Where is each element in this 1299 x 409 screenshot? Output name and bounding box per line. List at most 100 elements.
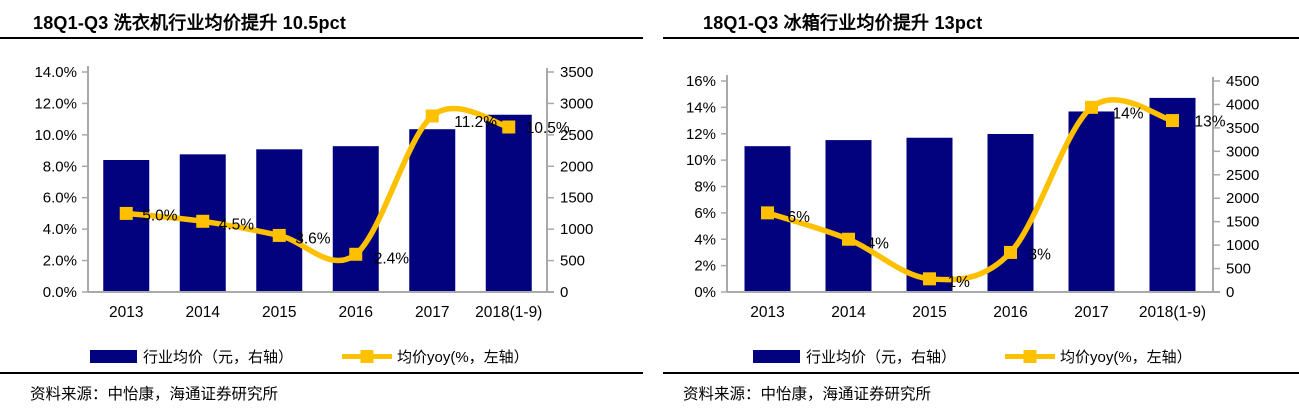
right-axis-tick-label: 500 [1226,261,1251,278]
line-marker-2014 [196,214,210,228]
line-marker-2016 [1004,245,1017,259]
right-axis-tick-label: 2000 [560,158,593,175]
bar-2016 [332,146,379,292]
line-marker-2015 [923,272,936,286]
left-axis-tick-label: 8.0% [43,158,77,175]
bar-2018(1-9) [485,114,532,292]
legend-bar-swatch [90,350,137,363]
x-axis-label-2018(1-9): 2018(1-9) [475,304,542,321]
x-axis-label-2014: 2014 [831,304,866,321]
left-axis-tick-label: 4.0% [43,221,77,238]
right-axis-tick-label: 3500 [560,64,593,81]
x-axis-label-2014: 2014 [186,304,221,321]
figure-refrigerator: 18Q1-Q3 冰箱行业均价提升 13pct 0% 2% 4% 6% 8% 10% 12% 1… [663,0,1299,409]
source-text: 资料来源：中怡康，海通证券研究所 [683,386,932,403]
left-axis-tick-label: 14.0% [34,64,77,81]
x-axis-label-2017: 2017 [415,304,449,321]
data-label-2016: 2.4% [374,250,410,267]
line-marker-2017 [425,109,439,123]
data-label-2017: 14% [1113,105,1144,122]
right-axis-tick-label: 500 [560,253,585,270]
data-label-2013: 6% [788,209,811,226]
right-axis-tick-label: 0 [560,284,568,301]
line-marker-2013 [761,206,774,220]
bar-2018(1-9) [1149,97,1196,292]
left-axis-tick-label: 0% [694,284,716,301]
right-axis-tick-label: 2000 [1226,190,1259,207]
data-label-2013: 5.0% [142,207,178,224]
left-axis-tick-label: 4% [694,231,716,248]
figure-title-refrigerator: 18Q1-Q3 冰箱行业均价提升 13pct [663,0,1299,39]
bar-2013 [103,160,150,292]
line-marker-2016 [349,247,363,261]
legend-bar-swatch [753,350,800,363]
left-axis-tick-label: 10% [686,152,716,169]
left-axis-tick-label: 8% [694,179,716,196]
legend-line-label: 均价yoy(%，左轴） [397,349,529,366]
x-axis-label-2016: 2016 [993,304,1027,321]
left-axis-tick-label: 12.0% [34,95,77,112]
data-label-2018(1-9): 10.5% [526,120,570,137]
x-axis-label-2015: 2015 [262,304,296,321]
refrigerator-price-chart: 0% 2% 4% 6% 8% 10% 12% 14% 16% 0 500 1000 1500 2000 25… [686,73,1259,366]
legend-line-label: 均价yoy(%，左轴） [1060,349,1192,366]
line-marker-2015 [272,228,286,242]
source-note-right: 资料来源：中怡康，海通证券研究所 [663,372,1299,404]
right-axis-tick-label: 1500 [560,190,593,207]
left-axis-tick-label: 6% [694,205,716,222]
right-axis-tick-label: 2500 [560,127,593,144]
right-axis-tick-label: 4500 [1226,73,1259,90]
line-marker-2018(1-9) [502,120,516,134]
figure-washing-machine: 18Q1-Q3 洗衣机行业均价提升 10.5pct 0.0% 2.0% 4.0% 6.… [0,0,643,409]
legend-bar-label: 行业均价（元，右轴） [143,349,293,366]
data-label-2014: 4.5% [219,216,255,233]
legend-bar-label: 行业均价（元，右轴） [806,349,956,366]
x-axis-label-2013: 2013 [750,304,784,321]
line-marker-2018(1-9) [1166,114,1179,128]
right-axis-tick-label: 2500 [1226,167,1259,184]
right-axis-tick-label: 3000 [560,95,593,112]
left-axis-tick-label: 2% [694,258,716,275]
bar-2015 [256,149,303,292]
x-axis-label-2013: 2013 [109,304,143,321]
right-axis-tick-label: 1500 [1226,214,1259,231]
data-label-2015: 3.6% [295,230,331,247]
left-axis-tick-label: 16% [686,73,716,90]
right-axis-tick-label: 3000 [1226,143,1259,160]
bar-2017 [1068,111,1115,292]
washing-machine-chart-area: 0.0% 2.0% 4.0% 6.0% 8.0% 10.0% 12.0% 14.0% 0 500 1… [0,39,643,369]
left-axis-tick-label: 10.0% [34,127,77,144]
left-axis-tick-label: 2.0% [43,253,77,270]
source-text: 资料来源：中怡康，海通证券研究所 [30,386,279,403]
right-axis-tick-label: 4000 [1226,96,1259,113]
data-label-2016: 3% [1029,246,1052,263]
bar-2017 [409,129,456,292]
refrigerator-chart-area: 0% 2% 4% 6% 8% 10% 12% 14% 16% 0 500 1000 1500 2000 25… [663,39,1299,369]
bar-2015 [906,137,953,292]
data-label-2015: 1% [948,274,971,291]
line-marker-2013 [119,206,133,220]
left-axis-tick-label: 14% [686,99,716,116]
bar-2014 [825,140,872,292]
left-axis-tick-label: 6.0% [43,190,77,207]
source-note-left: 资料来源：中怡康，海通证券研究所 [0,372,643,404]
line-marker-2017 [1085,100,1098,114]
right-axis-tick-label: 3500 [1226,120,1259,137]
left-axis-tick-label: 12% [686,126,716,143]
x-axis-label-2016: 2016 [339,304,373,321]
x-axis-label-2017: 2017 [1074,304,1108,321]
figure-title-washing-machine: 18Q1-Q3 洗衣机行业均价提升 10.5pct [0,0,643,39]
data-label-2018(1-9): 13% [1195,114,1226,131]
x-axis-label-2015: 2015 [912,304,946,321]
legend-line-marker [1023,350,1037,363]
data-label-2014: 4% [867,235,890,252]
right-axis-tick-label: 1000 [560,221,593,238]
line-marker-2014 [842,232,855,246]
right-axis-tick-label: 0 [1226,284,1234,301]
data-label-2017: 11.2% [454,114,497,131]
left-axis-tick-label: 0.0% [43,284,77,301]
x-axis-label-2018(1-9): 2018(1-9) [1139,304,1206,321]
washing-machine-price-chart: 0.0% 2.0% 4.0% 6.0% 8.0% 10.0% 12.0% 14.0% 0 500 1… [34,64,593,366]
right-axis-tick-label: 1000 [1226,237,1259,254]
